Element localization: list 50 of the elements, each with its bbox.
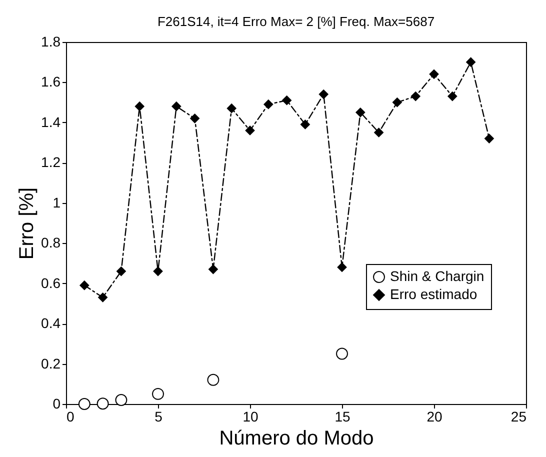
point — [78, 398, 90, 410]
y-tick-label: 1.8 — [41, 34, 61, 50]
point — [282, 96, 292, 105]
x-tick-label: 15 — [334, 408, 350, 424]
y-tick-label: 1 — [52, 194, 61, 210]
y-tick-label: 0.8 — [41, 234, 61, 251]
point — [318, 90, 328, 99]
x-tick-label: 10 — [242, 408, 258, 424]
point — [264, 100, 274, 109]
point — [96, 398, 109, 410]
point — [190, 114, 200, 124]
point — [134, 102, 144, 111]
point — [429, 70, 439, 79]
y-tick-label: 0.6 — [41, 274, 61, 291]
x-tick-label: 0 — [66, 408, 74, 424]
point — [448, 92, 458, 101]
point — [208, 264, 218, 274]
point — [336, 348, 348, 360]
y-tick-label: 0 — [52, 396, 61, 412]
point — [374, 128, 384, 138]
point — [207, 374, 220, 386]
point — [172, 102, 182, 111]
point — [392, 98, 402, 107]
point — [115, 394, 128, 406]
point — [337, 262, 347, 272]
y-tick-label: 1.4 — [41, 114, 61, 130]
point — [153, 266, 163, 276]
point — [152, 388, 164, 400]
x-tick-label: 5 — [154, 408, 163, 424]
y-tick-label: 1.2 — [41, 154, 61, 170]
point — [116, 266, 126, 276]
legend-label: Shin & Chargin — [390, 268, 484, 284]
point — [245, 126, 255, 136]
y-axis-title: Erro [%] — [16, 187, 38, 260]
x-tick-label: 20 — [426, 408, 442, 424]
legend-label: Erro estimado — [390, 286, 478, 302]
point — [356, 108, 366, 118]
point — [410, 92, 420, 101]
x-tick-label: 25 — [510, 408, 527, 424]
point — [484, 134, 494, 144]
x-axis-title: Número do Modo — [219, 428, 374, 450]
point — [466, 57, 476, 67]
point — [300, 120, 310, 130]
y-tick-label: 0.2 — [41, 355, 61, 372]
chart-title: F261S14, it=4 Erro Max= 2 [%] Freq. Max=5687 — [157, 14, 435, 29]
y-tick-label: 0.4 — [41, 315, 61, 332]
point — [80, 280, 90, 290]
point — [98, 292, 108, 302]
point — [226, 104, 236, 113]
y-tick-label: 1.6 — [41, 74, 61, 90]
